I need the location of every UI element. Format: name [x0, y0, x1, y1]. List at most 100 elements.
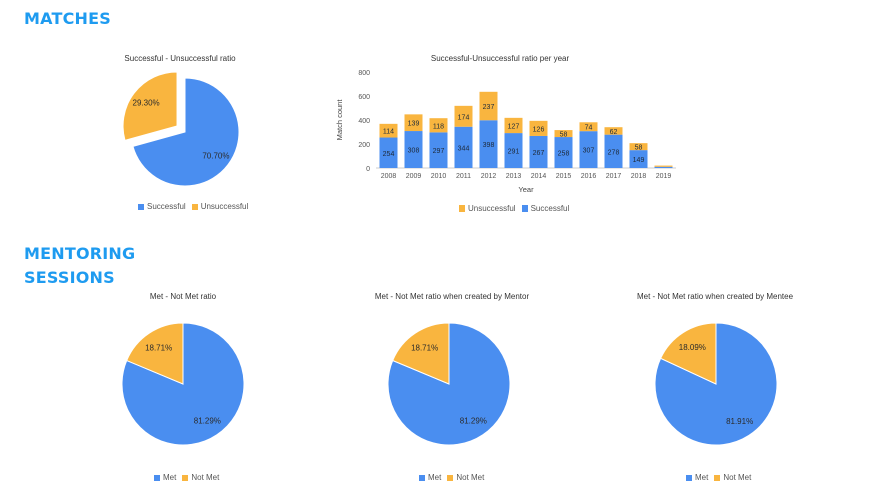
bar-successful — [604, 134, 623, 168]
x-tick-label: 2017 — [606, 173, 622, 180]
matches-pie-chart: 70.70% 29.30% — [122, 71, 240, 187]
x-tick-label: 2014 — [531, 173, 547, 180]
legend-label-met: Met — [695, 473, 709, 482]
legend-item-not-met: Not Met — [182, 473, 219, 482]
bar-unsuccessful — [429, 118, 448, 133]
met-pie-1-legend: Met Not Met — [154, 473, 225, 482]
legend-swatch-not-met — [182, 474, 189, 481]
met-pie-3-title: Met - Not Met ratio when created by Ment… — [636, 292, 794, 301]
bar-successful — [529, 135, 548, 168]
pie-slice-not-met — [126, 322, 184, 385]
pie-value-label: 70.70% — [202, 152, 229, 161]
legend-item-bar-successful: Successful — [521, 204, 569, 213]
bar-successful — [629, 150, 648, 168]
bar-unsuccessful — [479, 91, 498, 121]
met-pie-1-title: Met - Not Met ratio — [149, 292, 217, 301]
y-axis-label: Match count — [335, 99, 344, 141]
pie-value-label: 18.09% — [679, 343, 706, 352]
bar-value-label-unsuccessful: 114 — [383, 129, 394, 136]
x-tick-label: 2015 — [556, 173, 572, 180]
x-tick-label: 2019 — [656, 173, 672, 180]
pie-value-label: 81.29% — [460, 417, 487, 426]
pie-value-label: 18.71% — [411, 343, 438, 352]
pie-value-label: 81.29% — [194, 417, 221, 426]
bar-value-label-successful: 297 — [433, 148, 445, 155]
x-tick-label: 2018 — [631, 173, 647, 180]
bar-unsuccessful — [404, 114, 423, 132]
bar-value-label-unsuccessful: 58 — [560, 132, 568, 139]
legend-item-met: Met — [154, 473, 176, 482]
x-axis-label: Year — [518, 185, 534, 194]
y-tick-label: 400 — [358, 118, 370, 125]
matches-pie-title: Successful - Unsuccessful ratio — [124, 54, 236, 63]
y-tick-label: 0 — [366, 166, 370, 173]
legend-swatch-successful — [138, 203, 144, 210]
bar-value-label-successful: 307 — [583, 148, 595, 155]
bar-successful — [579, 131, 598, 168]
legend-label-unsuccessful: Unsuccessful — [200, 202, 249, 211]
bar-value-label-successful: 308 — [408, 148, 420, 155]
bar-successful — [379, 137, 398, 168]
pie-slice-not-met — [659, 322, 717, 385]
bar-value-label-successful: 258 — [558, 151, 570, 158]
y-tick-label: 600 — [358, 94, 370, 101]
bar-value-label-successful: 254 — [383, 151, 395, 158]
bar-unsuccessful — [504, 117, 523, 134]
pie-slice-unsuccessful — [122, 71, 178, 141]
bar-value-label-unsuccessful: 126 — [533, 126, 545, 133]
x-tick-label: 2008 — [381, 173, 397, 180]
pie-slice-not-met — [392, 322, 450, 385]
legend-item-bar-unsuccessful: Unsuccessful — [459, 204, 516, 213]
bar-value-label-successful: 344 — [458, 145, 470, 152]
bar-value-label-successful: 398 — [483, 142, 495, 149]
legend-swatch-not-met — [447, 474, 454, 481]
legend-label-met: Met — [428, 473, 442, 482]
legend-label-not-met: Not Met — [723, 473, 752, 482]
x-tick-label: 2013 — [506, 173, 522, 180]
legend-item-met: Met — [419, 473, 441, 482]
legend-swatch-met — [154, 474, 160, 481]
y-tick-label: 800 — [358, 70, 370, 77]
bar-unsuccessful — [379, 123, 398, 138]
legend-icon-bar-successful — [521, 205, 528, 212]
bar-value-label-unsuccessful: 58 — [635, 145, 643, 152]
bar-unsuccessful — [629, 143, 648, 151]
matches-section-title: MATCHES — [24, 9, 111, 28]
matches-pie-legend: Successful Unsuccessful — [138, 202, 254, 211]
met-pie-1-chart: 81.29% 18.71% — [121, 322, 245, 446]
bar-successful — [429, 132, 448, 168]
bar-value-label-successful: 291 — [508, 149, 520, 156]
met-pie-2-title: Met - Not Met ratio when created by Ment… — [374, 292, 530, 301]
y-tick-label: 200 — [358, 142, 370, 149]
x-tick-label: 2016 — [581, 173, 597, 180]
bar-value-label-unsuccessful: 237 — [483, 104, 495, 111]
legend-item-not-met: Not Met — [447, 473, 484, 482]
bar-successful — [404, 131, 423, 168]
pie-value-label: 18.71% — [145, 343, 172, 352]
bar-unsuccessful — [529, 120, 548, 136]
bar-unsuccessful — [454, 105, 473, 127]
met-pie-2-legend: Met Not Met — [419, 473, 490, 482]
x-tick-label: 2009 — [406, 173, 422, 180]
pie-value-label: 29.30% — [133, 98, 160, 107]
bar-value-label-unsuccessful: 139 — [408, 121, 420, 128]
bar-successful — [454, 126, 473, 168]
legend-swatch-not-met — [714, 474, 721, 481]
x-tick-label: 2011 — [456, 173, 471, 180]
bar-value-label-unsuccessful: 62 — [610, 129, 618, 136]
bar-unsuccessful — [604, 127, 623, 135]
legend-item-unsuccessful: Unsuccessful — [191, 202, 249, 211]
legend-label-successful: Successful — [147, 202, 186, 211]
bar-chart: 0 200 400 600 800 Match count 254 114 2008 308 139… — [335, 70, 676, 194]
x-tick-label: 2012 — [481, 173, 497, 180]
bar-chart-title: Successful-Unsuccessful ratio per year — [430, 54, 570, 63]
bar-successful — [654, 166, 673, 168]
met-pie-3-chart: 81.91% 18.09% — [654, 322, 778, 446]
legend-item-successful: Successful — [138, 202, 186, 211]
met-pie-2-chart: 81.29% 18.71% — [387, 322, 511, 446]
legend-swatch-unsuccessful — [191, 203, 198, 210]
legend-item-not-met: Not Met — [714, 473, 751, 482]
bar-value-label-unsuccessful: 74 — [585, 125, 593, 132]
bar-value-label-successful: 149 — [633, 157, 645, 164]
bar-value-label-unsuccessful: 174 — [458, 114, 470, 121]
